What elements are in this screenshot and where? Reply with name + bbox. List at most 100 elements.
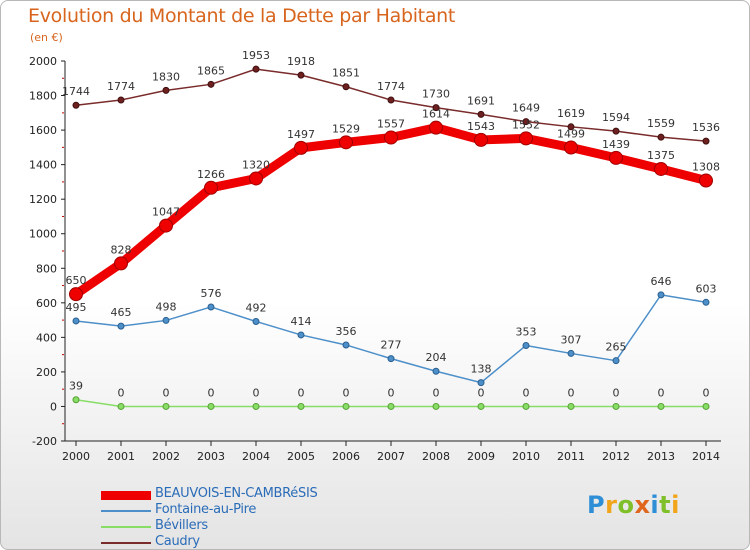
data-point xyxy=(249,171,263,186)
data-label: 1308 xyxy=(692,161,720,174)
data-point xyxy=(702,402,710,410)
data-point xyxy=(339,135,353,150)
data-label: 265 xyxy=(606,341,627,354)
data-label: 650 xyxy=(66,274,87,287)
data-label: 1851 xyxy=(332,67,360,80)
legend-swatch xyxy=(101,510,151,512)
y-tick-label: 0 xyxy=(50,400,57,413)
data-label: 0 xyxy=(568,386,575,399)
data-label: 0 xyxy=(433,386,440,399)
data-label: 39 xyxy=(69,380,83,393)
data-label: 1918 xyxy=(287,55,315,68)
data-point xyxy=(387,96,395,104)
data-point xyxy=(207,402,215,410)
x-tick-label: 2014 xyxy=(692,450,720,463)
data-label: 492 xyxy=(246,301,267,314)
data-label: 1614 xyxy=(422,108,450,121)
data-label: 0 xyxy=(613,386,620,399)
data-label: 1536 xyxy=(692,121,720,134)
data-label: 0 xyxy=(298,386,305,399)
logo-letter: r xyxy=(605,491,618,519)
data-point xyxy=(654,161,668,176)
data-label: 1543 xyxy=(467,120,495,133)
data-label: 0 xyxy=(388,386,395,399)
y-tick-label: 1000 xyxy=(29,228,57,241)
x-tick-label: 2011 xyxy=(557,450,585,463)
data-point xyxy=(117,96,125,104)
data-point xyxy=(432,104,440,112)
data-label: 1774 xyxy=(107,80,135,93)
data-label: 0 xyxy=(523,386,530,399)
data-point xyxy=(297,331,305,339)
data-point xyxy=(387,355,395,363)
data-point xyxy=(342,83,350,91)
data-label: 1730 xyxy=(422,88,450,101)
legend-label: Caudry xyxy=(155,534,200,549)
data-label: 414 xyxy=(291,315,312,328)
data-label: 576 xyxy=(201,287,222,300)
data-label: 0 xyxy=(208,386,215,399)
data-label: 1266 xyxy=(197,168,225,181)
logo-letter: P xyxy=(587,491,606,519)
data-point xyxy=(252,65,260,73)
data-label: 353 xyxy=(516,325,537,338)
data-label: 0 xyxy=(253,386,260,399)
logo-letter: x xyxy=(634,491,651,519)
data-label: 1649 xyxy=(512,102,540,115)
data-point xyxy=(567,402,575,410)
data-label: 465 xyxy=(111,306,132,319)
data-point xyxy=(609,150,623,165)
data-point xyxy=(567,349,575,357)
x-tick-label: 2003 xyxy=(197,450,225,463)
data-point xyxy=(519,131,533,146)
data-label: 1375 xyxy=(647,149,675,162)
data-point xyxy=(387,402,395,410)
legend-label: BEAUVOIS-EN-CAMBRéSIS xyxy=(155,486,318,501)
x-tick-label: 2004 xyxy=(242,450,270,463)
data-label: 1865 xyxy=(197,64,225,77)
x-tick-label: 2008 xyxy=(422,450,450,463)
x-tick-label: 2012 xyxy=(602,450,630,463)
x-tick-label: 2010 xyxy=(512,450,540,463)
data-point xyxy=(477,110,485,118)
data-point xyxy=(657,402,665,410)
data-label: 138 xyxy=(471,363,492,376)
data-point xyxy=(114,256,128,271)
y-tick-label: 1200 xyxy=(29,193,57,206)
data-label: 1594 xyxy=(602,111,630,124)
data-point xyxy=(117,402,125,410)
data-label: 277 xyxy=(381,339,402,352)
logo-letter: o xyxy=(617,491,635,519)
data-point xyxy=(699,173,713,188)
data-label: 1953 xyxy=(242,49,270,62)
data-point xyxy=(612,402,620,410)
data-point xyxy=(69,287,83,302)
data-label: 0 xyxy=(658,386,665,399)
data-point xyxy=(702,137,710,145)
data-point xyxy=(384,130,398,145)
legend-label: Bévillers xyxy=(155,518,208,533)
data-label: 307 xyxy=(561,333,582,346)
data-point xyxy=(162,86,170,94)
data-point xyxy=(159,218,173,233)
data-point xyxy=(207,303,215,311)
data-point xyxy=(612,357,620,365)
data-label: 1691 xyxy=(467,94,495,107)
data-point xyxy=(477,379,485,387)
chart-unit: (en €) xyxy=(30,31,63,44)
legend-swatch xyxy=(101,526,151,528)
data-point xyxy=(702,298,710,306)
x-tick-label: 2007 xyxy=(377,450,405,463)
data-point xyxy=(297,71,305,79)
y-tick-label: 600 xyxy=(36,297,57,310)
data-label: 1497 xyxy=(287,128,315,141)
data-point xyxy=(342,402,350,410)
data-label: 1320 xyxy=(242,158,270,171)
data-point xyxy=(72,101,80,109)
logo-letter: i xyxy=(650,491,660,519)
data-point xyxy=(522,341,530,349)
data-point xyxy=(657,133,665,141)
legend-swatch xyxy=(101,542,151,544)
data-label: 0 xyxy=(118,386,125,399)
data-label: 1619 xyxy=(557,107,585,120)
